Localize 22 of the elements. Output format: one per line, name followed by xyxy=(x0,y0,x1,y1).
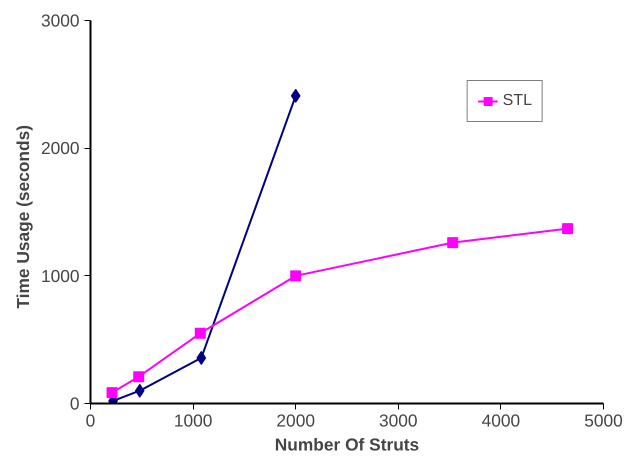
point xyxy=(133,371,144,382)
legend-label: STL xyxy=(502,92,532,110)
point xyxy=(290,88,301,103)
point xyxy=(134,384,145,398)
y-tick-label: 1000 xyxy=(40,266,80,286)
point xyxy=(194,328,206,339)
point xyxy=(562,223,574,234)
y-tick-label: 2000 xyxy=(40,138,80,158)
point xyxy=(290,270,302,282)
x-tick-label: 5000 xyxy=(584,410,623,430)
x-tick-label: 4000 xyxy=(482,410,520,430)
x-tick-label: 2000 xyxy=(276,410,315,430)
point xyxy=(196,350,206,365)
x-axis-title: Number Of Struts xyxy=(274,434,420,454)
x-tick-label: 1000 xyxy=(174,410,212,430)
point xyxy=(106,387,118,398)
point xyxy=(447,237,458,248)
y-axis-title: Time Usage (seconds) xyxy=(12,124,33,309)
y-tick-label: 0 xyxy=(70,394,80,414)
x-tick-label: 0 xyxy=(86,410,96,430)
y-tick-label: 3000 xyxy=(40,10,80,30)
x-tick-label: 3000 xyxy=(379,410,418,430)
